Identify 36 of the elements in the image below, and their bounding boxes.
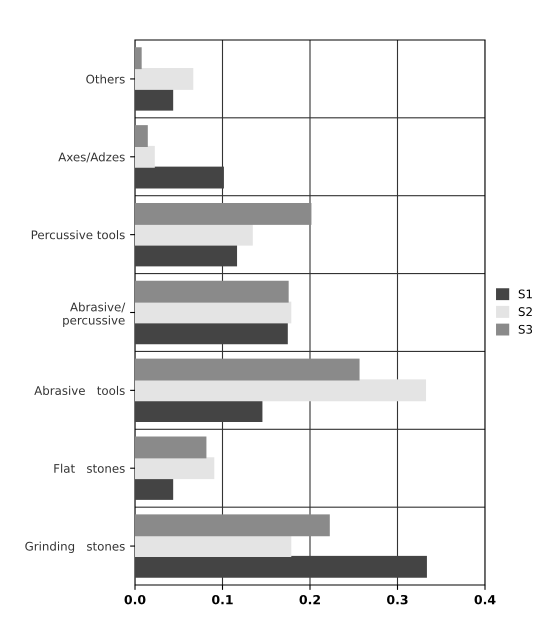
y-tick-label: Flat stones xyxy=(54,464,125,473)
bar xyxy=(135,514,330,536)
bar xyxy=(135,244,238,266)
bar xyxy=(135,47,142,70)
legend-label: S3 xyxy=(518,324,532,334)
bar xyxy=(135,224,253,246)
bar xyxy=(135,280,289,303)
y-tick-label: Percussive tools xyxy=(32,230,125,240)
bar xyxy=(135,457,214,480)
legend-label: S2 xyxy=(518,307,532,316)
x-tick-label: 0.0 xyxy=(124,594,146,604)
y-tick-label: Abrasive/ percussive xyxy=(63,302,126,327)
y-tick-label: Grinding stones xyxy=(25,542,125,554)
x-tick-label: 0.4 xyxy=(474,594,496,604)
bar xyxy=(135,146,155,168)
bar xyxy=(135,379,426,402)
bar xyxy=(135,478,174,500)
bar xyxy=(135,88,174,111)
bar xyxy=(135,302,292,324)
x-tick-label: 0.3 xyxy=(387,594,408,604)
bar xyxy=(135,68,194,90)
bar xyxy=(135,535,292,558)
x-tick-label: 0.2 xyxy=(300,594,320,604)
bar xyxy=(135,322,288,344)
y-tick-label: Abrasive tools xyxy=(34,386,125,396)
x-tick-label: 0.1 xyxy=(212,594,233,604)
bar xyxy=(135,166,224,188)
bar xyxy=(135,556,427,578)
bar xyxy=(135,436,206,458)
bar xyxy=(135,358,360,381)
bar xyxy=(135,202,312,225)
bar xyxy=(135,400,262,422)
y-tick-label: Axes/Adzes xyxy=(58,152,125,162)
legend-label: S1 xyxy=(518,289,532,298)
bar xyxy=(135,125,148,147)
y-tick-label: Others xyxy=(86,74,125,84)
